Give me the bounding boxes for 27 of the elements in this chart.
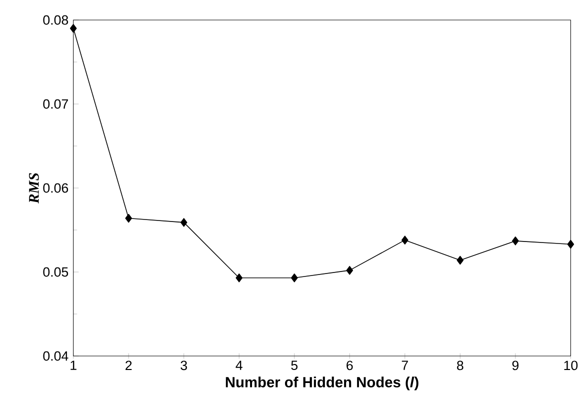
x-tick-label: 10 [564, 360, 578, 370]
point [346, 266, 354, 275]
point [456, 256, 464, 265]
y-tick-label: 0.04 [43, 351, 68, 361]
y-tick-label: 0.08 [43, 15, 68, 25]
x-tick-label: 9 [512, 360, 518, 370]
x-tick-label: 1 [70, 360, 76, 370]
point [512, 236, 519, 246]
point [290, 273, 298, 282]
x-tick-label: 8 [457, 360, 464, 370]
point [125, 214, 132, 223]
x-tick-label: 3 [180, 360, 187, 370]
y-tick-label: 0.05 [43, 267, 68, 277]
y-tick-label: 0.07 [43, 99, 68, 109]
point [401, 236, 408, 244]
y-axis-title: RMS [29, 173, 39, 204]
point [236, 273, 243, 282]
x-tick-label: 7 [402, 360, 408, 370]
x-tick-label: 6 [346, 360, 353, 370]
point [567, 240, 574, 249]
point [70, 24, 77, 33]
x-axis-title: Number of Hidden Nodes (l) [226, 376, 418, 390]
y-tick-label: 0.06 [43, 183, 68, 193]
x-tick-label: 5 [291, 360, 298, 370]
x-tick-label: 4 [236, 360, 242, 370]
point [180, 218, 188, 227]
x-tick-label: 2 [126, 360, 132, 370]
